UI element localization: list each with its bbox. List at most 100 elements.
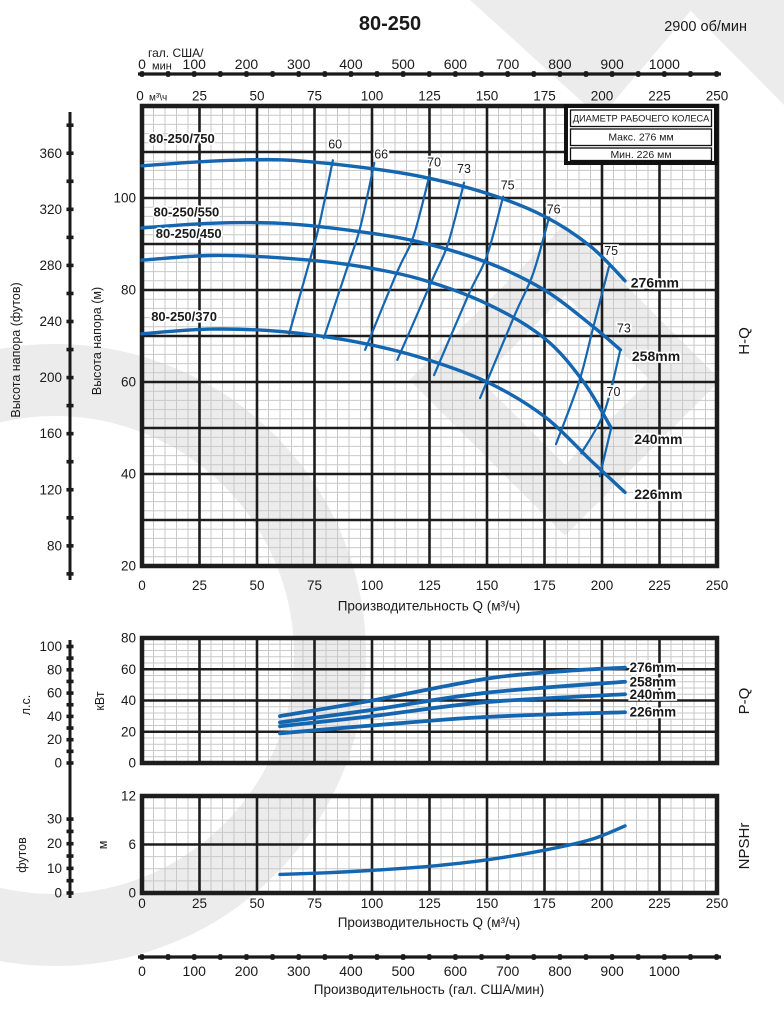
gpm-tick-label: 100 (183, 963, 207, 979)
tick-label: 75 (307, 89, 322, 104)
gpm-axis-unit-line2: мин (152, 61, 172, 73)
npsh-ft-tick-label: 30 (47, 812, 62, 827)
ruler-tick (66, 714, 74, 719)
ruler-tick (479, 71, 484, 77)
tick-label: 125 (418, 89, 441, 104)
ruler-tick (453, 71, 458, 77)
impeller-diameter-label: 240mm (634, 431, 682, 447)
efficiency-label: 73 (617, 321, 631, 335)
curve (140, 327, 627, 495)
ruler-tick (66, 263, 74, 268)
gpm-tick-label: 700 (496, 56, 520, 72)
gpm-tick-label: 300 (287, 56, 311, 72)
gpm-tick-label: 300 (287, 963, 311, 979)
ruler-tick (66, 459, 74, 464)
ruler-tick (453, 954, 458, 960)
ruler-tick (66, 487, 74, 492)
ruler-tick (688, 954, 693, 960)
speed-label: 2900 об/мин (664, 19, 747, 35)
efficiency-label: 75 (604, 244, 618, 258)
gpm-tick-label: 800 (548, 963, 572, 979)
pump-model-label: 80-250/550 (154, 204, 220, 219)
ruler-tick (192, 71, 197, 77)
ruler-tick (662, 954, 667, 960)
efficiency-contour (554, 265, 610, 446)
curve (278, 824, 627, 877)
pump-model-label: 80-250/370 (151, 309, 217, 324)
npsh-x-tick-label: 200 (591, 896, 614, 911)
ruler-tick (66, 866, 74, 871)
efficiency-contour (580, 348, 622, 455)
ruler-tick (609, 954, 615, 960)
head-ft-tick-label: 240 (39, 314, 62, 329)
gpm-bottom-axis-title: Производительность (гал. США/мин) (314, 982, 544, 997)
npsh-m-tick-label: 12 (121, 789, 136, 804)
gpm-tick-label: 900 (600, 963, 624, 979)
hp-tick-label: 40 (47, 709, 62, 724)
efficiency-contour (479, 216, 551, 400)
tick-label: 100 (361, 89, 384, 104)
npsh-x-axis-title: Производительность Q (м³/ч) (338, 915, 521, 930)
head-m-tick-label: 60 (121, 375, 136, 390)
ruler-tick (66, 726, 74, 730)
ruler-tick (66, 702, 74, 707)
hp-tick-label: 20 (47, 732, 62, 747)
hp-tick-label: 60 (47, 686, 62, 701)
hp-tick-label: 0 (54, 756, 62, 771)
npsh-x-tick-label: 100 (361, 896, 384, 911)
curve (140, 157, 627, 283)
ruler-tick (66, 179, 74, 184)
ruler-tick (583, 71, 589, 77)
ruler-tick (66, 123, 74, 128)
ruler-tick (531, 71, 536, 77)
legend-min-cell (569, 147, 713, 162)
gpm-axis-unit-line1: гал. США/ (148, 46, 204, 60)
npsh-x-tick-label: 75 (307, 896, 322, 911)
ruler-tick (66, 291, 74, 296)
efficiency-contour (288, 159, 334, 335)
ruler-tick (66, 891, 74, 895)
gpm-tick-label: 1000 (649, 56, 680, 72)
impeller-legend: ДИАМЕТР РАБОЧЕГО КОЛЕСА Макс. 276 мм Мин… (564, 104, 718, 165)
efficiency-contour (364, 174, 431, 351)
ruler-tick (66, 544, 74, 548)
ruler-tick (66, 656, 74, 660)
ruler-tick (374, 71, 380, 77)
gpm-tick-label: 200 (235, 963, 259, 979)
ruler-tick (139, 954, 145, 960)
gpm-tick-label: 0 (138, 56, 146, 72)
gpm-tick-label: 900 (600, 56, 624, 72)
ruler-tick (66, 761, 74, 765)
impeller-diameter-label: 276mm (631, 275, 679, 291)
kw-tick-label: 80 (121, 631, 136, 646)
ruler-tick (427, 954, 432, 960)
ruler-tick (66, 151, 74, 156)
gpm-tick-label: 700 (496, 963, 520, 979)
hq-x-tick-label: 175 (533, 578, 556, 593)
legend-header: ДИАМЕТР РАБОЧЕГО КОЛЕСА (573, 114, 710, 124)
ruler-tick (688, 71, 693, 77)
head-m-axis-title: Высота напора (м) (90, 287, 104, 395)
ruler-tick (66, 235, 74, 240)
impeller-diameter-label: 258mm (630, 674, 677, 689)
efficiency-label: 66 (374, 147, 388, 161)
ruler-tick (218, 954, 223, 960)
pump-model-label: 80-250/450 (156, 226, 222, 241)
npsh-ft-tick-label: 0 (54, 886, 62, 901)
gpm-tick-label: 500 (391, 56, 415, 72)
curve (140, 253, 613, 430)
ruler-tick (636, 954, 641, 960)
curve (140, 220, 623, 352)
head-ft-axis-title: Высота напора (футов) (9, 282, 23, 417)
ruler-tick (66, 749, 74, 754)
head-m-tick-label: 20 (121, 559, 136, 574)
hq-x-tick-label: 0 (138, 578, 146, 593)
npsh-x-tick-label: 250 (706, 896, 729, 911)
ruler-tick (348, 954, 354, 960)
curve (278, 665, 627, 719)
efficiency-label: 60 (328, 137, 342, 151)
kw-tick-label: 60 (121, 662, 136, 677)
npsh-ft-tick-label: 20 (47, 836, 62, 851)
efficiency-contour (396, 181, 466, 362)
ruler-tick (609, 71, 615, 77)
